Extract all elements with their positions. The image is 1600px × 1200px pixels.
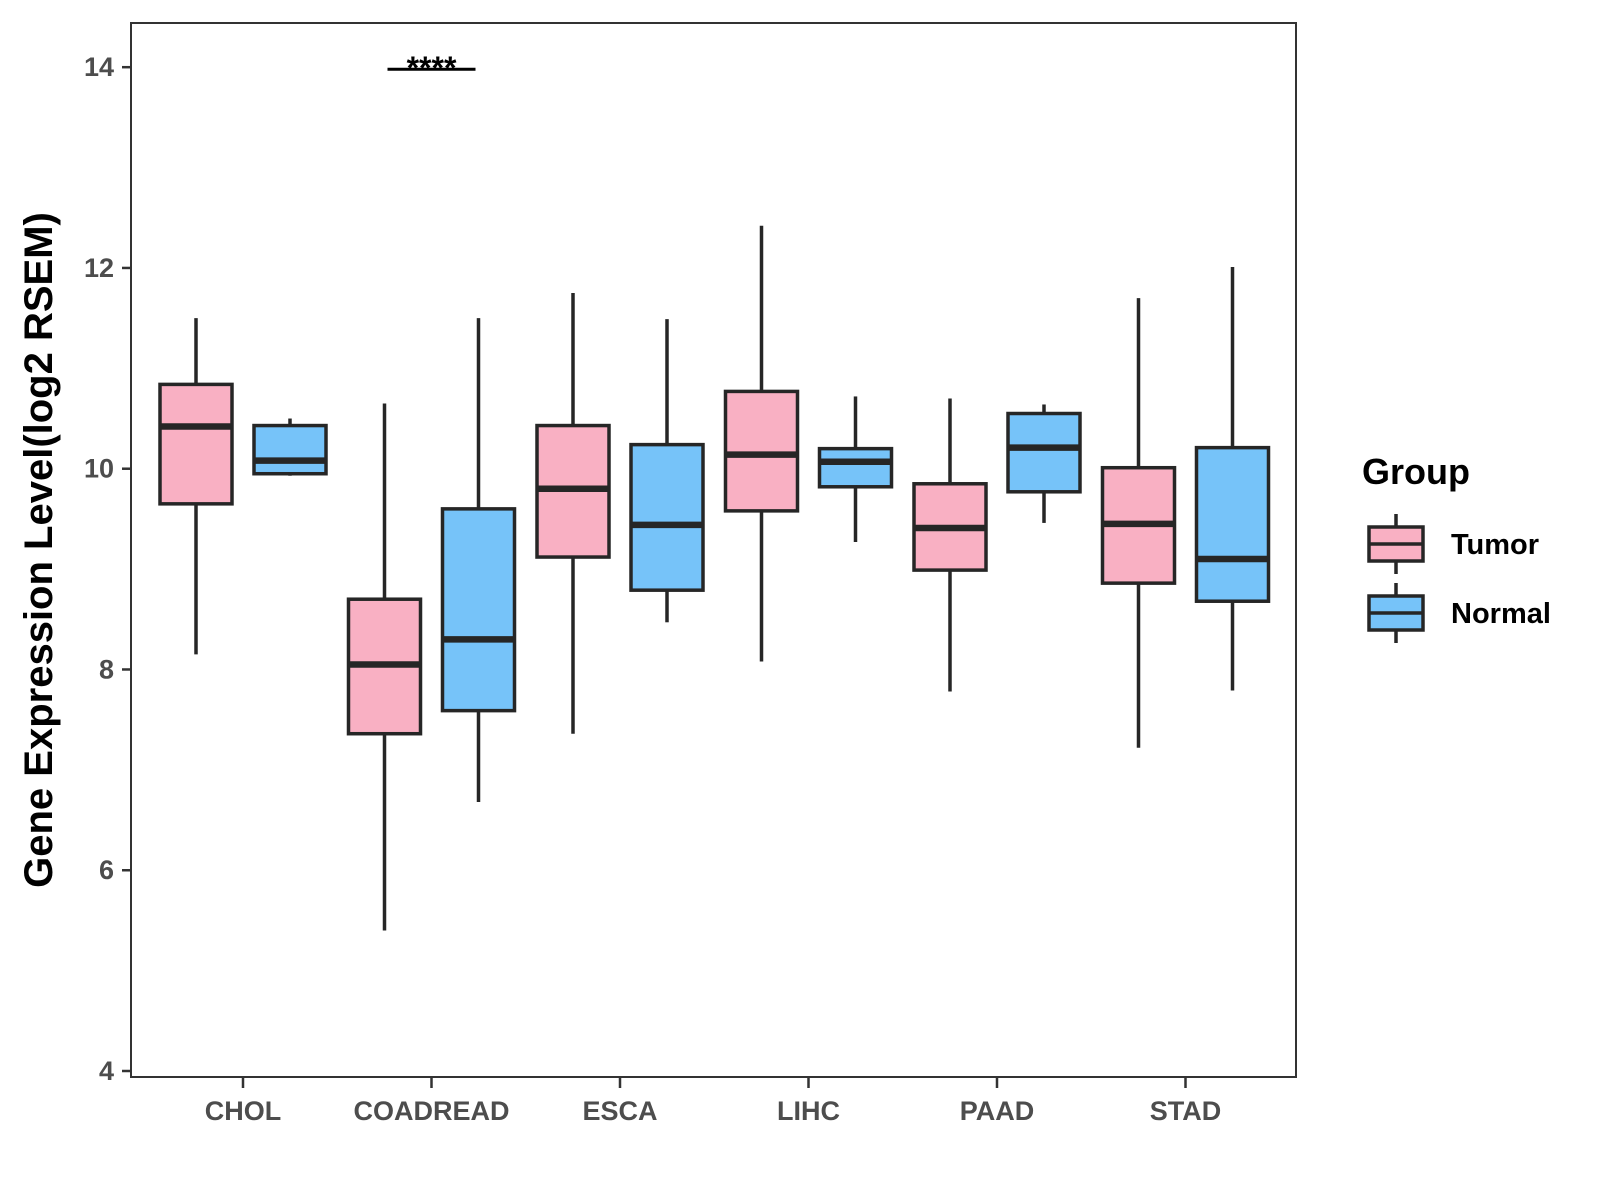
box-body (440, 507, 517, 713)
x-tick-label: ESCA (582, 1096, 657, 1126)
box-body (1006, 411, 1082, 494)
y-tick-label: 14 (84, 52, 114, 82)
significance-label: **** (407, 50, 457, 86)
box-normal-coadread (440, 318, 517, 802)
box-body (252, 423, 328, 476)
plot-area: **** (158, 50, 1271, 931)
box-normal-esca (629, 319, 705, 623)
x-tick-label: LIHC (777, 1096, 840, 1126)
legend-label-tumor: Tumor (1451, 529, 1539, 561)
x-tick-label: CHOL (205, 1096, 282, 1126)
box-body (158, 382, 234, 506)
y-tick-label: 4 (99, 1056, 114, 1086)
box-tumor-chol (158, 318, 234, 655)
y-tick-label: 10 (84, 454, 114, 484)
box-body (817, 446, 894, 489)
box-tumor-stad (1100, 298, 1177, 748)
panel-border (130, 22, 1297, 1078)
box-tumor-coadread (346, 403, 423, 931)
x-tick-label: COADREAD (353, 1096, 509, 1126)
box-tumor-paad (912, 398, 988, 692)
legend-label-normal: Normal (1451, 598, 1551, 630)
axes: 4 6 8 10 12 14 CHOL COADREAD ESCA LIHC PAAD STAD Gen… (17, 22, 1297, 1126)
box-tumor-lihc (723, 225, 800, 662)
box-body (723, 389, 800, 513)
y-tick-label: 12 (84, 253, 114, 283)
box-body (1194, 445, 1271, 603)
y-tick-label: 6 (99, 855, 114, 885)
box-tumor-esca (535, 293, 611, 734)
y-tick-label: 8 (99, 654, 114, 684)
legend: Group Tumor Normal (1362, 451, 1551, 643)
legend-key-normal (1367, 583, 1425, 643)
y-axis-title: Gene Expression Level(log2 RSEM) (17, 212, 61, 888)
box-normal-chol (252, 418, 328, 476)
box-body (629, 442, 705, 592)
box-normal-stad (1194, 266, 1271, 691)
x-tick-label: PAAD (960, 1096, 1035, 1126)
x-tick-label: STAD (1150, 1096, 1222, 1126)
box-normal-paad (1006, 404, 1082, 523)
legend-title: Group (1362, 451, 1470, 492)
legend-key-tumor (1367, 514, 1425, 574)
box-normal-lihc (817, 396, 894, 542)
